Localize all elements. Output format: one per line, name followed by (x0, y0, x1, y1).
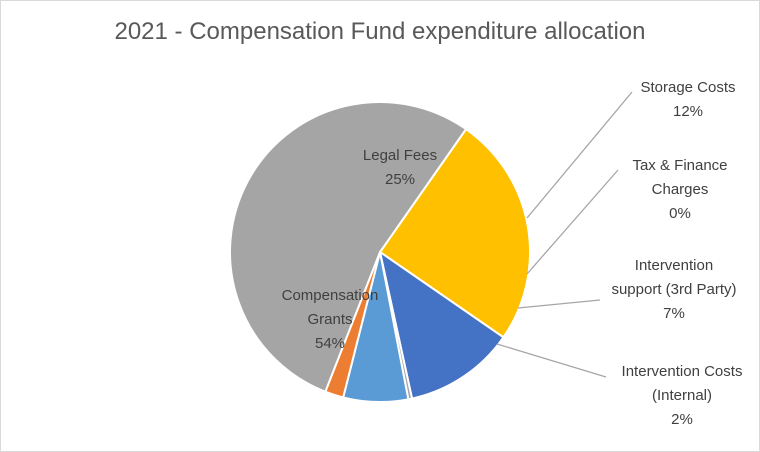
slice-percent-label: 12% (673, 103, 703, 120)
slice-percent-label: 0% (669, 205, 691, 222)
pie-slice-5 (229, 101, 468, 393)
slice-name-label: Tax & Finance (632, 157, 727, 174)
slice-percent-label: 25% (385, 171, 415, 188)
slice-label-3: Intervention support (3rd Party) 7% (611, 257, 736, 322)
slice-labels: Legal Fees 25% Storage Costs 12% Tax & Finan… (282, 79, 743, 428)
slice-name-label: Storage Costs (640, 79, 735, 96)
slice-percent-label: 7% (663, 305, 685, 322)
slice-percent-label: 2% (671, 411, 693, 428)
pie-slice-1 (378, 249, 505, 400)
slice-name-label: (Internal) (652, 387, 712, 404)
leader-line-3 (517, 299, 601, 309)
leader-line-1 (526, 91, 633, 219)
slice-label-4: Intervention Costs (Internal) 2% (622, 363, 743, 428)
slice-name-label: Legal Fees (363, 147, 437, 164)
slice-label-5: Compensation Grants 54% (282, 287, 379, 352)
slice-name-label: support (3rd Party) (611, 281, 736, 298)
slice-name-label: Compensation (282, 287, 379, 304)
slice-name-label: Intervention (635, 257, 713, 274)
slice-name-label: Grants (307, 311, 352, 328)
slice-label-2: Tax & Finance Charges 0% (632, 157, 727, 222)
leader-lines (496, 91, 633, 378)
chart-title: 2021 - Compensation Fund expenditure all… (114, 18, 646, 45)
leader-line-2 (526, 169, 619, 275)
pie-slice-0 (378, 127, 531, 339)
slice-name-label: Charges (652, 181, 709, 198)
slice-label-1: Storage Costs 12% (640, 79, 735, 120)
slice-percent-label: 54% (315, 335, 345, 352)
slice-label-0: Legal Fees 25% (363, 147, 437, 188)
leader-line-4 (496, 343, 607, 378)
slice-name-label: Intervention Costs (622, 363, 743, 380)
pie-slices (229, 101, 531, 403)
